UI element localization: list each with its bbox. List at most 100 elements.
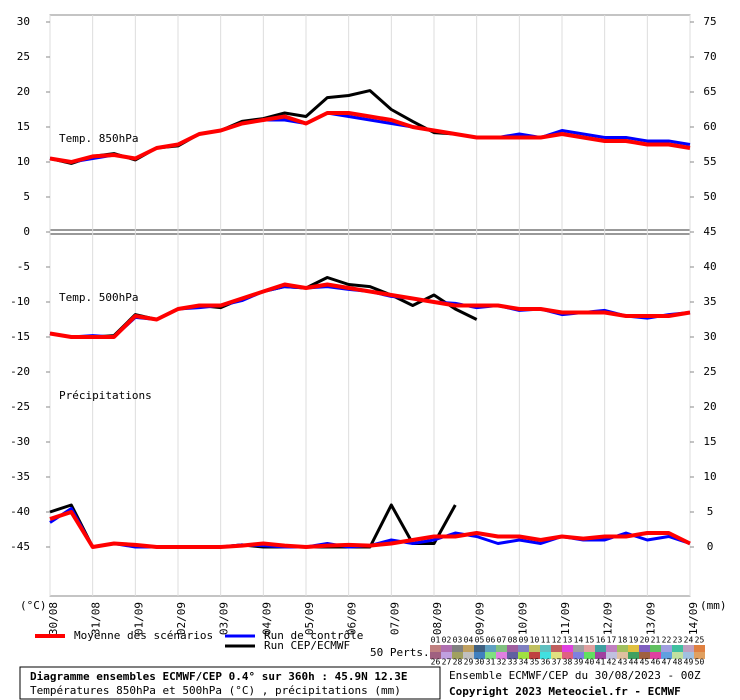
chart-subtitle: Températures 850hPa et 500hPa (°C) , pré… [30, 684, 401, 697]
member-swatch [584, 645, 595, 652]
member-label: 36 [541, 658, 551, 667]
y2-tick-label: 10 [703, 470, 716, 483]
member-label: 48 [673, 658, 683, 667]
member-label: 42 [607, 658, 617, 667]
member-swatch [485, 652, 496, 659]
member-swatch [463, 645, 474, 652]
member-label: 23 [673, 636, 683, 645]
member-swatch [518, 652, 529, 659]
y-unit: (°C) [20, 599, 47, 612]
member-swatch [529, 645, 540, 652]
series-line [49, 510, 691, 549]
member-swatch [430, 652, 441, 659]
member-label: 31 [486, 658, 496, 667]
member-swatch [562, 645, 573, 652]
member-swatch [441, 645, 452, 652]
member-label: 06 [486, 636, 496, 645]
member-label: 08 [508, 636, 518, 645]
x-tick-label: 30/08 [47, 602, 60, 635]
member-swatch [672, 652, 683, 659]
member-label: 47 [662, 658, 672, 667]
member-swatch [694, 652, 705, 659]
legend-label: Moyenne des scénarios [74, 629, 213, 642]
member-swatch [683, 645, 694, 652]
member-swatch [452, 652, 463, 659]
member-swatch [474, 652, 485, 659]
member-label: 35 [530, 658, 540, 667]
y2-tick-label: 0 [707, 540, 714, 553]
member-swatch [694, 645, 705, 652]
copyright: Copyright 2023 Meteociel.fr - ECMWF [449, 685, 681, 698]
member-swatch [474, 645, 485, 652]
legend-label: Run de contrôle [264, 629, 363, 642]
member-label: 20 [640, 636, 650, 645]
y-tick-label: 25 [17, 50, 30, 63]
member-label: 32 [497, 658, 507, 667]
y-tick-label: 0 [23, 225, 30, 238]
member-swatch [661, 652, 672, 659]
member-label: 44 [629, 658, 639, 667]
y2-tick-label: 5 [707, 505, 714, 518]
member-swatch [518, 645, 529, 652]
member-swatch [683, 652, 694, 659]
member-label: 07 [497, 636, 507, 645]
x-tick-label: 13/09 [644, 602, 657, 635]
panel-label: Temp. 850hPa [59, 132, 138, 145]
y-tick-label: -45 [10, 540, 30, 553]
x-tick-label: 01/09 [132, 602, 145, 635]
member-label: 17 [607, 636, 617, 645]
y-tick-label: -25 [10, 400, 30, 413]
member-swatch [639, 652, 650, 659]
member-swatch [573, 645, 584, 652]
run-info: Ensemble ECMWF/CEP du 30/08/2023 - 00Z [449, 669, 701, 682]
member-swatch [573, 652, 584, 659]
member-label: 49 [684, 658, 694, 667]
x-tick-label: 08/09 [431, 602, 444, 635]
member-label: 22 [662, 636, 672, 645]
member-swatch [441, 652, 452, 659]
legend-label: Run CEP/ECMWF [264, 639, 350, 652]
member-swatch [430, 645, 441, 652]
y-tick-label: -5 [17, 260, 30, 273]
member-label: 30 [475, 658, 485, 667]
member-label: 33 [508, 658, 518, 667]
member-swatch [584, 652, 595, 659]
y-tick-label: 30 [17, 15, 30, 28]
member-label: 50 [695, 658, 705, 667]
member-swatch [650, 645, 661, 652]
panel-label: Temp. 500hPa [59, 291, 138, 304]
member-label: 34 [519, 658, 529, 667]
y2-tick-label: 65 [703, 85, 716, 98]
plot-area [49, 14, 691, 597]
x-tick-label: 02/09 [175, 602, 188, 635]
y-tick-label: 15 [17, 120, 30, 133]
y2-tick-label: 75 [703, 15, 716, 28]
y-tick-label: -30 [10, 435, 30, 448]
member-label: 29 [464, 658, 474, 667]
member-label: 45 [640, 658, 650, 667]
y2-tick-label: 70 [703, 50, 716, 63]
member-swatch [672, 645, 683, 652]
member-label: 41 [596, 658, 606, 667]
perturbations-label: 50 Perts. [370, 646, 430, 659]
member-swatch [507, 645, 518, 652]
y-tick-label: -40 [10, 505, 30, 518]
member-label: 19 [629, 636, 639, 645]
series-line [49, 111, 691, 164]
member-swatch [507, 652, 518, 659]
y-tick-label: -35 [10, 470, 30, 483]
member-swatch [529, 652, 540, 659]
x-tick-label: 09/09 [474, 602, 487, 635]
x-tick-label: 06/09 [346, 602, 359, 635]
member-label: 09 [519, 636, 529, 645]
member-swatch [617, 645, 628, 652]
y2-tick-label: 35 [703, 295, 716, 308]
member-swatch [661, 645, 672, 652]
member-swatch [628, 652, 639, 659]
member-swatch [540, 645, 551, 652]
member-label: 40 [585, 658, 595, 667]
member-label: 05 [475, 636, 485, 645]
member-swatch [639, 645, 650, 652]
member-label: 21 [651, 636, 661, 645]
